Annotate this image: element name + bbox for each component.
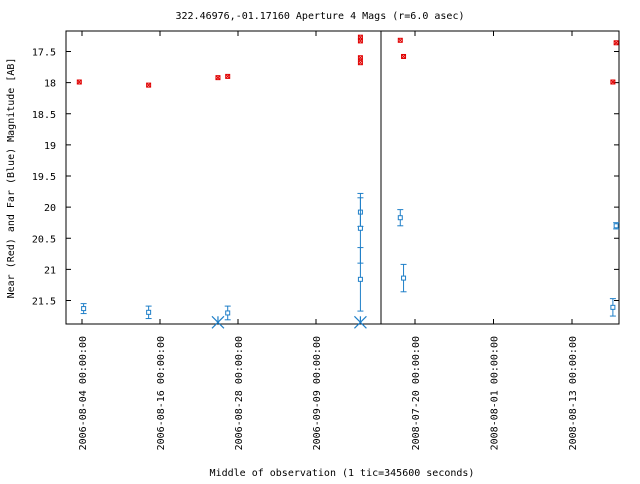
- near-marker-x: [146, 82, 151, 88]
- near-point: [357, 38, 363, 44]
- near-point: [610, 79, 616, 85]
- near-marker-box: [76, 79, 82, 85]
- near-point: [215, 75, 221, 81]
- far-point: [397, 209, 404, 227]
- y-tick-label: 21: [44, 265, 56, 276]
- far-marker: [146, 309, 152, 315]
- far-point: [80, 303, 87, 315]
- far-point: [145, 305, 152, 320]
- near-marker-x: [401, 54, 406, 59]
- near-marker-box: [357, 60, 363, 66]
- chart-title: 322.46976,-01.17160 Aperture 4 Mags (r=6…: [176, 11, 465, 22]
- far-marker: [225, 310, 231, 316]
- far-marker: [397, 215, 403, 221]
- far-marker: [613, 223, 619, 229]
- near-point: [225, 73, 231, 79]
- x-ticks: 2006-08-04 00:00:00 2006-08-16 00:00:00 20…: [78, 31, 579, 450]
- far-marker: [610, 304, 616, 310]
- near-marker-box: [613, 40, 619, 46]
- near-marker-box: [610, 79, 616, 85]
- far-point: [613, 222, 620, 230]
- far-point: [609, 298, 616, 317]
- near-marker-x: [358, 38, 363, 44]
- y-axis-label: Near (Red) and Far (Blue) Magnitude [AB]: [6, 58, 17, 299]
- near-point: [76, 79, 82, 85]
- y-tick-label: 20: [44, 203, 56, 214]
- far-marker: [401, 275, 407, 281]
- x-tick-label: 2008-08-01 00:00:00: [490, 336, 501, 450]
- y-tick-label: 19: [44, 141, 56, 152]
- y-ticks: 17.5 18 18.5 19 19.5 20 20.5 21 21.5: [32, 48, 619, 308]
- x-tick-label: 2006-09-09 00:00:00: [312, 336, 323, 450]
- x-tick-label: 2006-08-28 00:00:00: [234, 336, 245, 450]
- near-marker-box: [397, 37, 403, 43]
- y-tick-label: 17.5: [32, 48, 56, 59]
- x-tick-label: 2006-08-04 00:00:00: [78, 336, 89, 450]
- near-point: [397, 37, 403, 43]
- near-marker-box: [357, 55, 363, 61]
- near-point: [401, 53, 407, 59]
- x-tick-label: 2006-08-16 00:00:00: [156, 336, 167, 450]
- far-marker: [81, 306, 87, 312]
- near-marker-box: [357, 38, 363, 44]
- near-marker-box: [215, 75, 221, 81]
- x-tick-label: 2008-08-13 00:00:00: [568, 336, 579, 450]
- far-point: [357, 247, 364, 312]
- near-marker-x: [397, 37, 403, 43]
- near-marker-x: [225, 74, 231, 79]
- data-marks: [76, 34, 620, 329]
- far-marker: [357, 276, 363, 282]
- near-point: [146, 82, 152, 88]
- y-tick-label: 21.5: [32, 297, 56, 308]
- y-tick-label: 20.5: [32, 234, 56, 245]
- near-marker-box: [225, 73, 231, 79]
- near-marker-box: [401, 53, 407, 59]
- near-marker-x: [76, 79, 82, 85]
- near-marker-x: [358, 60, 363, 66]
- x-axis-label: Middle of observation (1 tic=345600 seco…: [210, 468, 475, 479]
- near-marker-box: [146, 82, 152, 88]
- x-tick-label: 2008-07-20 00:00:00: [411, 336, 422, 450]
- near-point: [613, 40, 619, 46]
- near-marker-x: [358, 55, 363, 61]
- far-point: [400, 263, 407, 293]
- y-tick-label: 18: [44, 79, 56, 90]
- near-point: [357, 60, 363, 66]
- y-tick-label: 19.5: [32, 172, 56, 183]
- y-tick-label: 18.5: [32, 110, 56, 121]
- near-marker-x: [613, 40, 619, 46]
- plot-frame: [65, 30, 620, 325]
- near-marker-x: [215, 75, 221, 80]
- far-point: [224, 305, 231, 321]
- limit-point: [211, 315, 225, 329]
- near-point: [357, 55, 363, 61]
- near-marker-x: [610, 79, 616, 85]
- limit-point: [353, 315, 367, 329]
- far-marker: [357, 225, 363, 231]
